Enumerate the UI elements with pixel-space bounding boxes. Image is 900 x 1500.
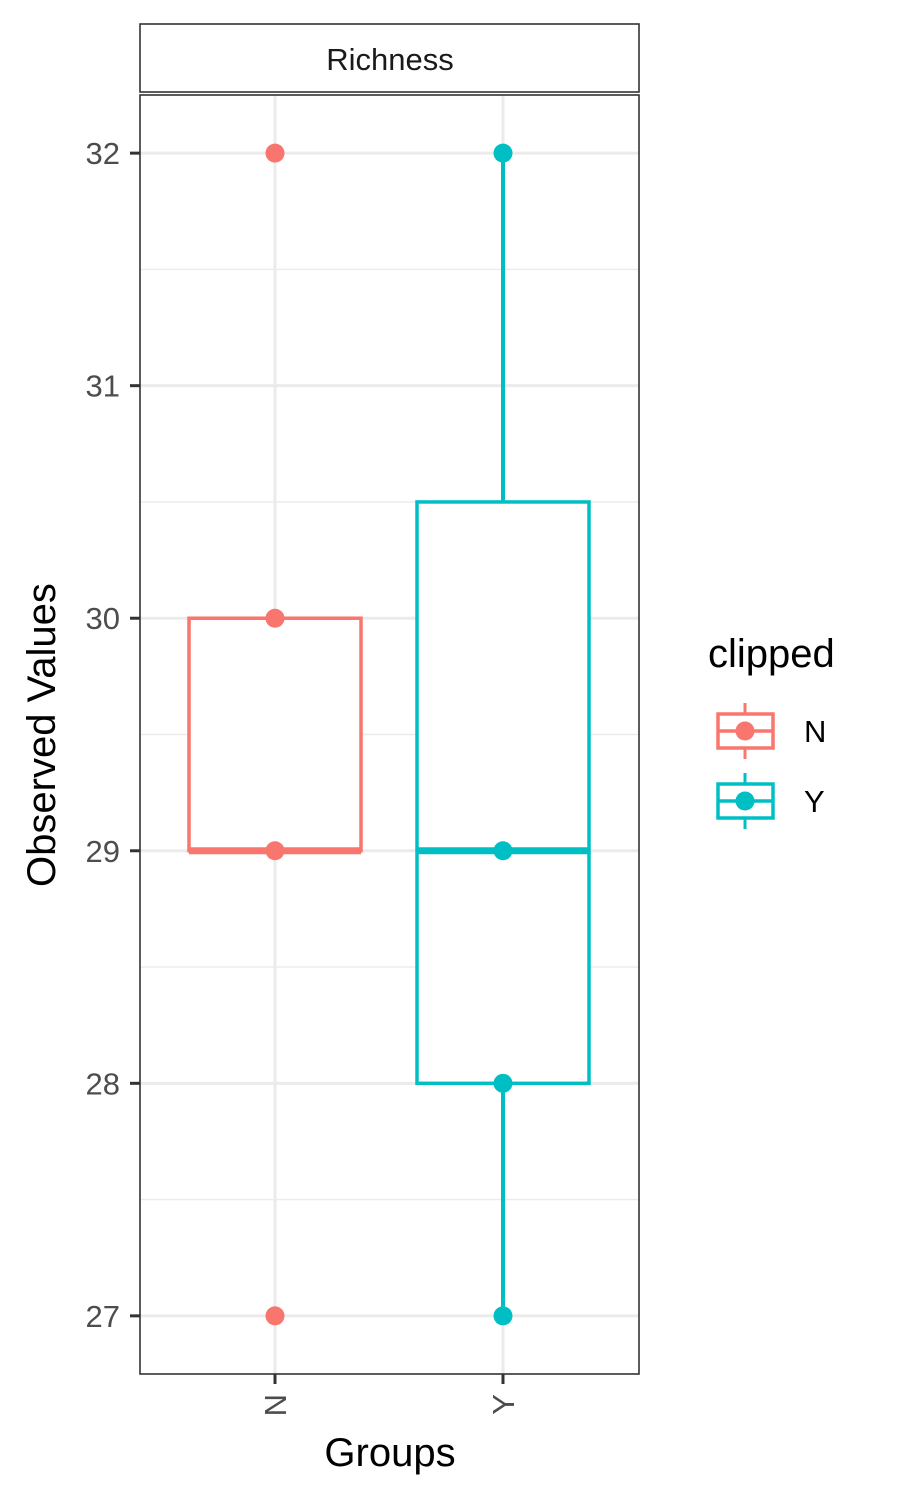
data-point-N [265,1306,285,1326]
legend-key-point [735,721,755,741]
y-tick-label: 30 [86,601,120,636]
data-points [265,143,513,1326]
y-tick-label: 27 [86,1299,120,1334]
x-tick-label: Y [486,1394,521,1415]
box-rect [415,500,591,1086]
y-tick-label: 28 [86,1066,120,1101]
legend-title: clipped [708,632,835,676]
legend: clipped NY [708,632,835,829]
x-axis-title: Groups [324,1431,455,1475]
box-Y [415,153,591,1316]
x-tick-label: N [258,1394,293,1416]
facet-label: Richness [326,42,454,77]
legend-label: Y [804,784,825,819]
data-point-Y [493,1306,513,1326]
y-tick-label: 32 [86,136,120,171]
box-N [187,616,363,855]
facet-strip-box [139,23,640,93]
legend-label: N [804,714,826,749]
facet-strip: Richness [139,23,640,93]
box-rect [187,616,363,853]
panel-border [139,94,640,1375]
plot-panel [139,94,640,1375]
y-tick-label: 29 [86,834,120,869]
data-point-N [265,143,285,163]
data-point-Y [493,143,513,163]
boxes [187,153,591,1316]
legend-key-point [735,791,755,811]
legend-key-Y [716,773,775,829]
y-axis: 27 28 29 30 31 32 [86,136,140,1334]
data-point-Y [493,1073,513,1093]
y-axis-title: Observed Values [20,583,64,887]
data-point-N [265,608,285,628]
data-point-Y [493,841,513,861]
data-point-N [265,841,285,861]
y-tick-label: 31 [86,369,120,404]
legend-key-N [716,703,775,759]
